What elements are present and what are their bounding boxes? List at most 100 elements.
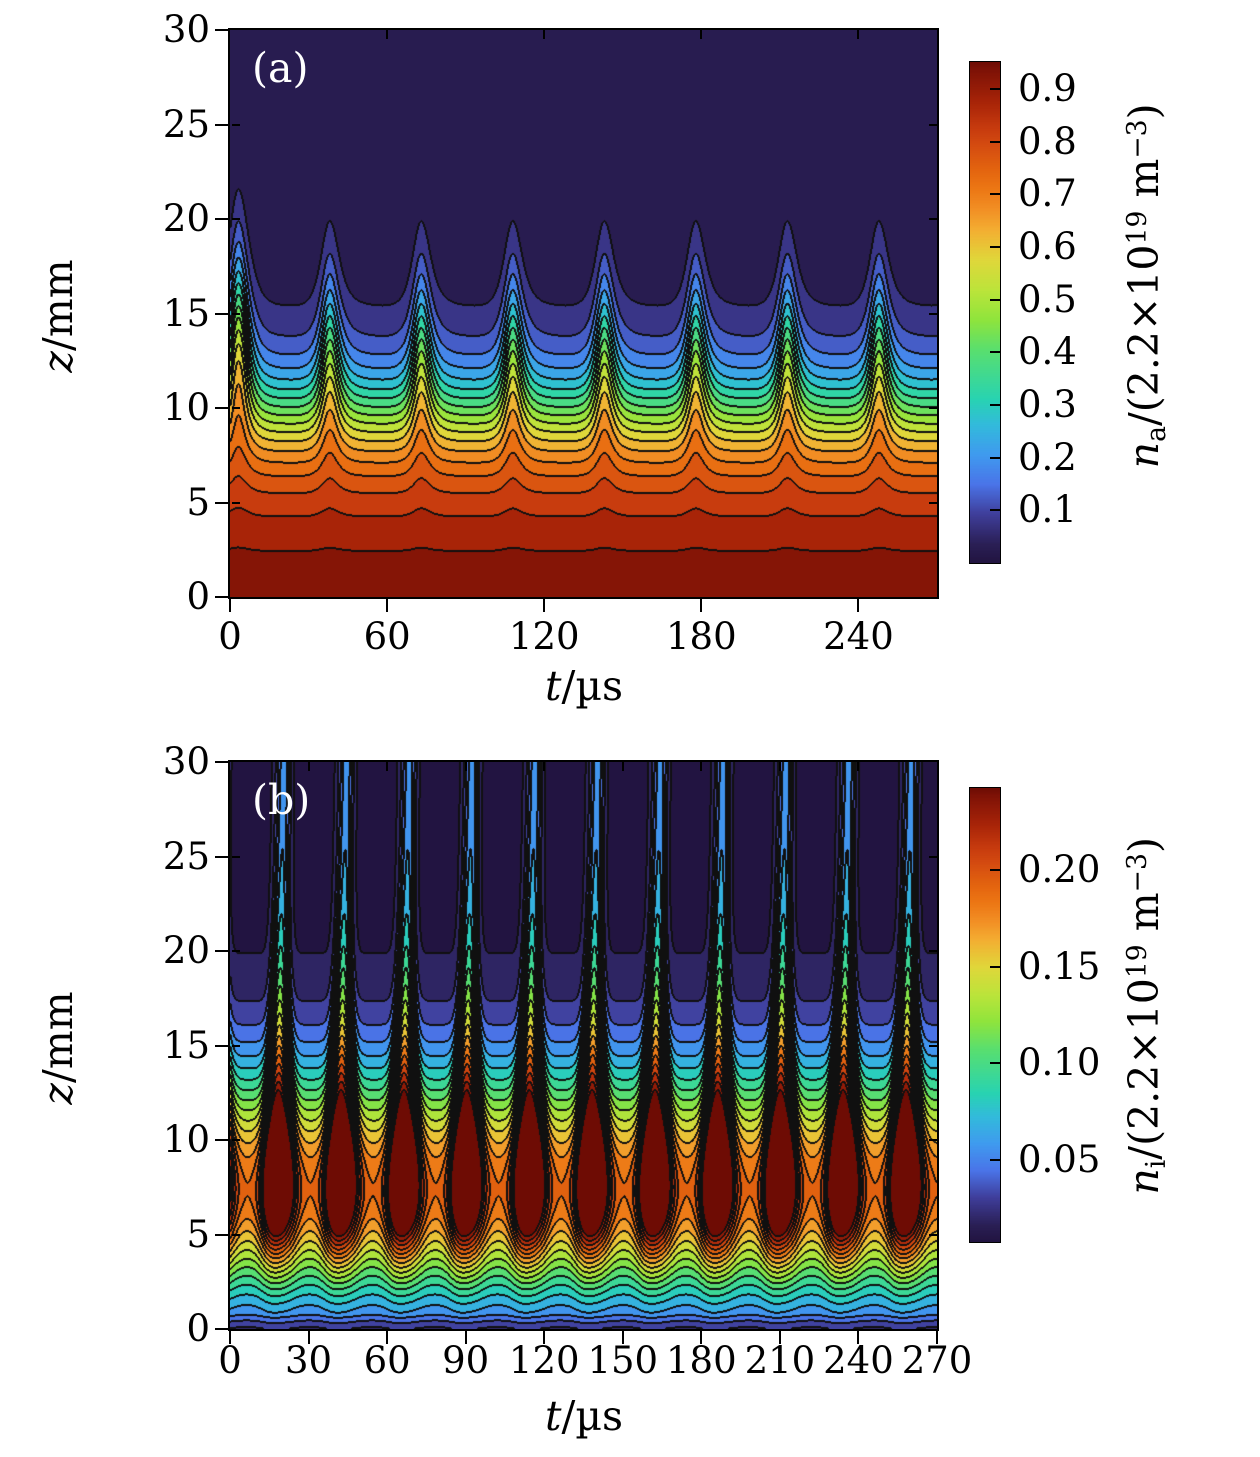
- x-mirror-tick: [621, 762, 624, 771]
- panel-a-colorbar-label: na/(2.2×1019 m−3): [1120, 0, 1172, 586]
- y-tick: [215, 1044, 228, 1047]
- x-tick: [386, 1331, 389, 1344]
- panel-b-x-axis-label: t/µs: [484, 1392, 684, 1440]
- x-mirror-tick: [700, 30, 703, 39]
- x-var-a: t: [545, 662, 562, 710]
- x-tick-label: 240: [823, 615, 894, 658]
- y-tick-label: 0: [186, 575, 210, 618]
- y-inner-tick: [232, 1233, 240, 1236]
- x-sep-a: /: [561, 662, 576, 710]
- y-var-a: z: [34, 351, 82, 373]
- x-tick-label: 120: [508, 1339, 580, 1382]
- colorbar-tick-label: 0.2: [1018, 435, 1077, 479]
- x-mirror-tick: [386, 30, 389, 39]
- x-tick-label: 60: [363, 615, 411, 658]
- y-tick: [215, 123, 228, 126]
- x-mirror-tick: [778, 762, 781, 771]
- y-inner-tick: [232, 312, 240, 315]
- y-tick-label: 30: [162, 740, 210, 783]
- x-tick: [386, 599, 389, 612]
- colorbar-tick-label: 0.7: [1018, 172, 1077, 216]
- y-tick-label: 15: [162, 1023, 210, 1067]
- panel-a-x-axis-label: t/µs: [484, 662, 684, 710]
- x-tick-label: 0: [218, 1339, 242, 1382]
- x-tick: [857, 1331, 860, 1344]
- y-tick-label: 10: [162, 386, 210, 429]
- panel-a-colorbar-gradient: [970, 62, 1000, 563]
- panel-a-contour-canvas: [230, 30, 937, 597]
- x-tick: [936, 1331, 938, 1344]
- x-tick-label: 90: [442, 1339, 490, 1382]
- x-tick-label: 120: [508, 615, 580, 658]
- cbar-a-sub: a: [1140, 426, 1172, 442]
- cbar-b-var: n: [1120, 1168, 1169, 1195]
- y-tick: [215, 407, 228, 409]
- y-tick-label: 30: [162, 8, 210, 51]
- y-inner-tick: [232, 123, 240, 126]
- panel-b-plot-area: [228, 760, 939, 1331]
- x-mirror-tick: [543, 30, 546, 39]
- x-tick: [621, 1331, 624, 1344]
- y-tick-label: 0: [186, 1307, 210, 1350]
- colorbar-tick: [990, 1062, 1000, 1065]
- y-tick-label: 15: [162, 291, 210, 335]
- x-mirror-tick: [464, 762, 467, 771]
- cbar-a-var: n: [1120, 441, 1169, 469]
- y-mirror-tick: [929, 1139, 937, 1141]
- cbar-b-mid: /(2.2×10: [1120, 978, 1169, 1160]
- y-tick-label: 20: [162, 929, 210, 972]
- y-inner-tick: [232, 950, 240, 952]
- colorbar-tick-label: 0.1: [1018, 488, 1077, 532]
- colorbar-tick: [990, 1159, 1000, 1162]
- x-mirror-tick: [386, 762, 389, 771]
- x-unit-b: µs: [575, 1392, 623, 1440]
- x-tick: [229, 599, 231, 612]
- y-var-b: z: [34, 1083, 82, 1105]
- colorbar-tick-label: 0.6: [1018, 224, 1077, 268]
- y-tick-label: 5: [186, 480, 210, 524]
- y-unit-b: mm: [34, 991, 82, 1070]
- x-mirror-tick: [700, 762, 703, 771]
- x-var-b: t: [545, 1392, 562, 1440]
- panel-b-colorbar: [969, 787, 1001, 1243]
- x-tick: [700, 1331, 703, 1344]
- x-mirror-tick: [307, 762, 310, 771]
- panel-a-y-axis-label: z/mm: [34, 216, 82, 416]
- colorbar-tick-label: 0.8: [1018, 119, 1077, 163]
- y-tick: [215, 1328, 228, 1330]
- colorbar-tick-label: 0.4: [1018, 330, 1077, 374]
- y-tick: [215, 501, 228, 504]
- x-unit-a: µs: [575, 662, 623, 710]
- y-unit-a: mm: [34, 259, 82, 338]
- cbar-a-exp1: 19: [1122, 210, 1154, 245]
- y-tick-label: 20: [162, 197, 210, 240]
- y-sep-b: /: [34, 1069, 82, 1083]
- cbar-b-end: ): [1120, 837, 1169, 854]
- y-mirror-tick: [929, 1233, 937, 1236]
- y-tick: [215, 1233, 228, 1236]
- colorbar-tick-label: 0.05: [1018, 1138, 1101, 1182]
- panel-a-tag: (a): [252, 44, 309, 92]
- x-tick-label: 270: [901, 1339, 973, 1382]
- colorbar-tick: [990, 456, 1000, 459]
- y-mirror-tick: [929, 312, 937, 315]
- x-mirror-tick: [543, 762, 546, 771]
- y-inner-tick: [232, 855, 240, 858]
- x-mirror-tick: [857, 762, 860, 771]
- y-mirror-tick: [929, 407, 937, 409]
- colorbar-tick: [990, 509, 1000, 512]
- y-inner-tick: [232, 1044, 240, 1047]
- y-inner-tick: [232, 501, 240, 504]
- cbar-a-end: ): [1120, 103, 1169, 120]
- y-tick-label: 5: [186, 1212, 210, 1256]
- y-mirror-tick: [929, 123, 937, 126]
- y-mirror-tick: [929, 855, 937, 858]
- colorbar-tick-label: 0.20: [1018, 847, 1101, 891]
- y-tick: [215, 29, 228, 31]
- y-inner-tick: [232, 218, 240, 220]
- x-tick-label: 180: [666, 615, 737, 658]
- y-tick: [215, 855, 228, 858]
- x-tick: [778, 1331, 781, 1344]
- colorbar-tick: [990, 140, 1000, 143]
- cbar-a-mid: /(2.2×10: [1120, 244, 1169, 427]
